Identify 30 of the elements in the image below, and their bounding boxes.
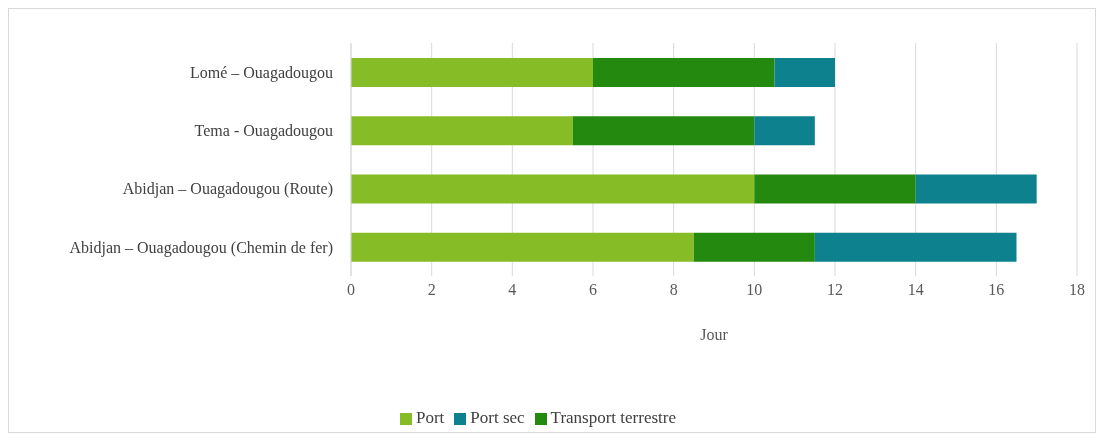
legend-label: Port sec <box>470 408 525 427</box>
bar <box>774 58 835 87</box>
x-tick-label: 18 <box>1069 281 1085 299</box>
x-tick-label: 14 <box>907 281 924 299</box>
x-tick-label: 8 <box>669 281 678 299</box>
bar <box>351 232 694 262</box>
y-tick-label: Tema - Ouagadougou <box>194 122 333 141</box>
bar <box>351 58 593 87</box>
x-axis-title: Jour <box>700 326 729 343</box>
bar <box>814 232 1017 262</box>
x-tick-label: 0 <box>347 281 355 299</box>
x-tick-label: 2 <box>427 281 436 299</box>
bar <box>572 116 755 146</box>
y-tick-label: Abidjan – Ouagadougou (Chemin de fer) <box>69 238 333 257</box>
x-tick-label: 6 <box>589 281 597 299</box>
bar <box>351 116 573 146</box>
bar <box>593 58 775 87</box>
bar <box>693 232 815 262</box>
bar <box>754 116 815 146</box>
bar <box>915 174 1037 204</box>
legend-label: Transport terrestre <box>550 408 677 427</box>
y-tick-label: Lomé – Ouagadougou <box>189 63 333 82</box>
legend-label: Port <box>415 408 445 427</box>
bar <box>754 174 916 204</box>
y-tick-label: Abidjan – Ouagadougou (Route) <box>122 180 333 199</box>
x-tick-label: 10 <box>746 281 763 299</box>
bar <box>351 174 755 204</box>
x-tick-label: 16 <box>988 281 1005 299</box>
x-tick-label: 4 <box>508 281 517 299</box>
x-tick-label: 12 <box>827 281 843 299</box>
